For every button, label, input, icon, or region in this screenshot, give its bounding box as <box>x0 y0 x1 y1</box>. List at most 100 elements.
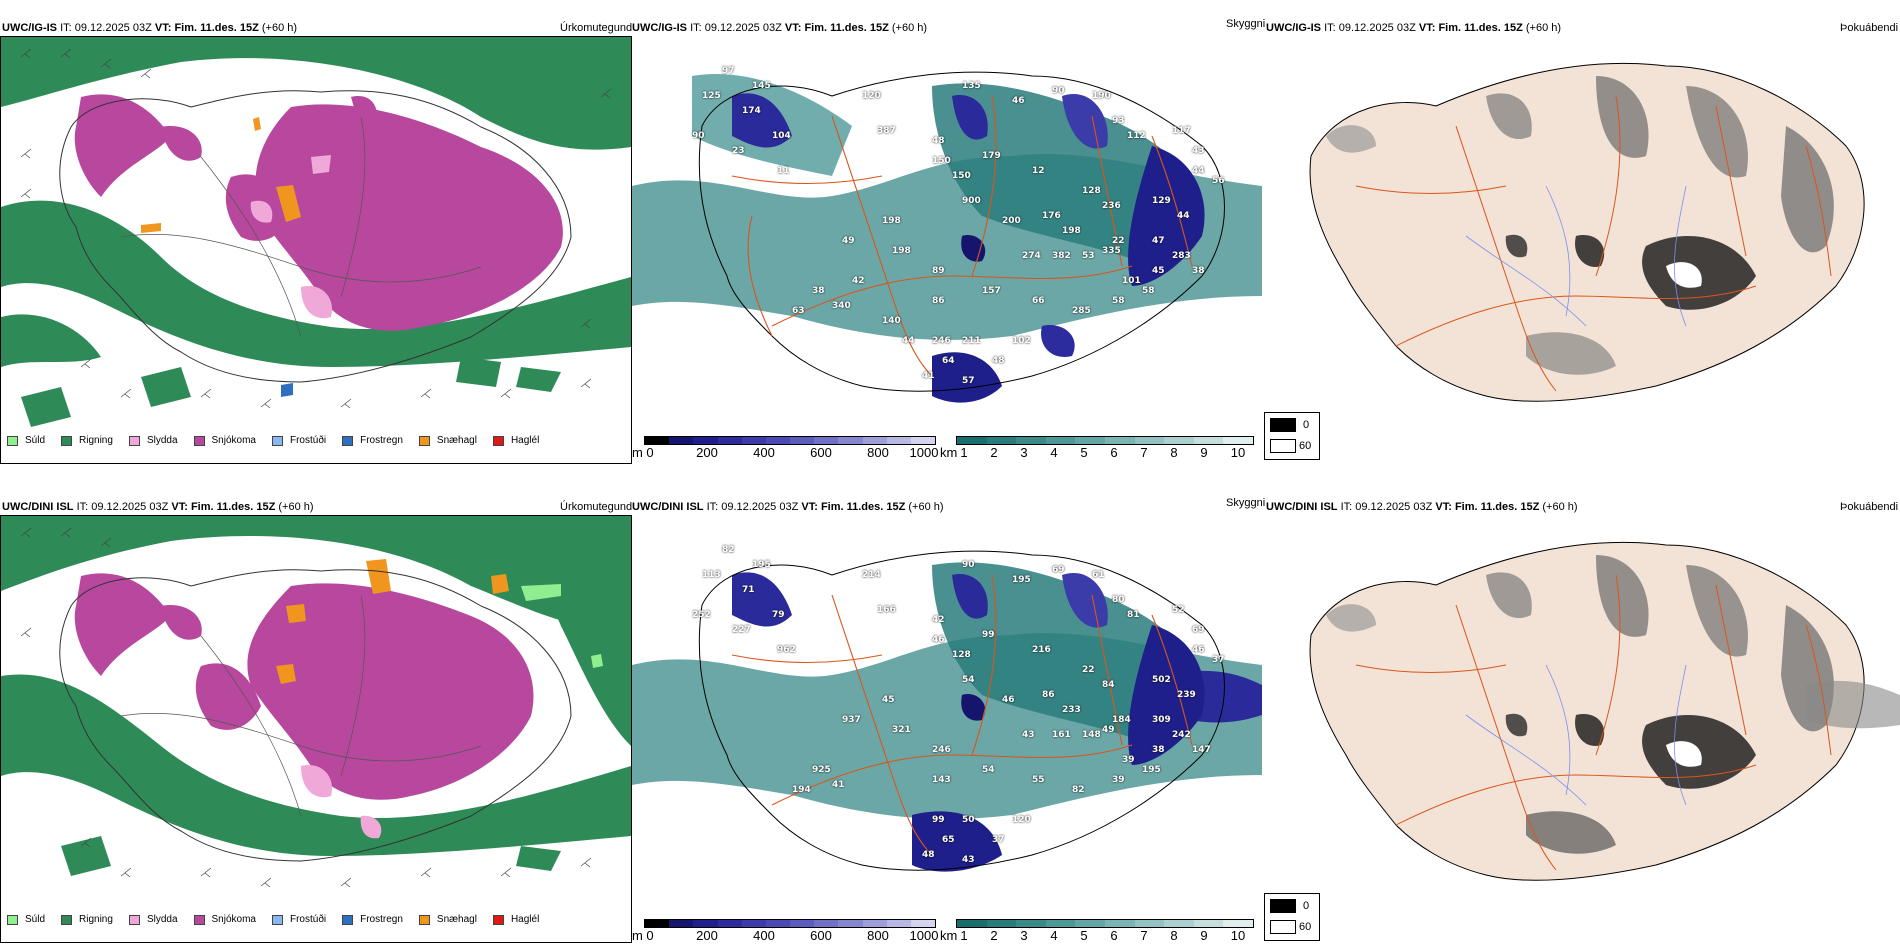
model-name: UWC/DINI ISL <box>632 501 704 513</box>
visibility-value: 82 <box>722 545 735 555</box>
vt-value: Fim. 11.des. 15Z <box>174 22 259 34</box>
visibility-value: 48 <box>932 136 945 146</box>
tick-label: 8 <box>1170 445 1178 460</box>
model-name: UWC/IG-IS <box>1266 22 1321 34</box>
visibility-value: 46 <box>932 635 945 645</box>
fog-map-svg <box>1309 62 1865 402</box>
visibility-value: 84 <box>1102 680 1115 690</box>
tick-label: 6 <box>1110 445 1118 460</box>
legend-item: Snjókoma <box>193 435 256 446</box>
visibility-value: 382 <box>1052 251 1071 261</box>
vt-value: Fim. 11.des. 15Z <box>820 501 906 513</box>
legend-label: Slydda <box>146 435 178 446</box>
panel-title: Úrkomutegund <box>560 22 633 34</box>
legend-item: Rigning <box>61 435 113 446</box>
visibility-value: 12 <box>1032 166 1045 176</box>
visibility-value: 90 <box>692 131 705 141</box>
visibility-value: 63 <box>792 306 805 316</box>
visibility-value: 214 <box>862 570 881 580</box>
visibility-value: 58 <box>1112 296 1125 306</box>
visibility-value: 37 <box>992 835 1005 845</box>
it-label: IT: <box>1340 501 1353 513</box>
visibility-value: 56 <box>1212 176 1225 186</box>
legend-label: Rigning <box>79 914 113 925</box>
visibility-value: 69 <box>1052 565 1065 575</box>
tick-label: 200 <box>696 445 718 460</box>
visibility-value: 43 <box>962 855 975 865</box>
fog-label: 0 <box>1303 419 1310 431</box>
visibility-value: 69 <box>1192 625 1205 635</box>
visibility-value: 58 <box>1142 286 1155 296</box>
visibility-value: 147 <box>1192 745 1211 755</box>
visibility-value: 42 <box>852 276 865 286</box>
visibility-value: 200 <box>1002 216 1021 226</box>
visibility-value: 86 <box>1042 690 1055 700</box>
model-name: UWC/IG-IS <box>632 22 687 34</box>
visibility-value: 90 <box>962 560 975 570</box>
vis-m-colorbar <box>644 436 936 445</box>
lead-time: (+60 h) <box>261 22 298 34</box>
precip-map-svg <box>1 37 631 463</box>
visibility-value: 246 <box>932 745 951 755</box>
tick-label: 9 <box>1200 928 1208 943</box>
vis-m-unit: m <box>632 445 643 460</box>
visibility-value: 117 <box>1172 126 1191 136</box>
tick-label: 600 <box>810 445 832 460</box>
it-label: IT: <box>690 22 702 34</box>
visibility-map-svg <box>632 550 1262 872</box>
legend-swatch <box>492 435 504 446</box>
panel-header: UWC/DINI ISL IT: 09.12.2025 03Z VT: Fim.… <box>1266 501 1578 513</box>
visibility-value: 283 <box>1172 251 1191 261</box>
legend-label: Súld <box>25 435 46 446</box>
visibility-value: 82 <box>1072 785 1085 795</box>
panel-title: Skyggni <box>1226 497 1266 509</box>
it-label: IT: <box>1324 22 1336 34</box>
visibility-value: 150 <box>932 156 951 166</box>
precip-legend: Súld Rigning Slydda Snjókoma Frostúði Fr… <box>7 914 555 925</box>
visibility-value: 145 <box>752 81 771 91</box>
visibility-value: 236 <box>1102 201 1121 211</box>
vis-km-unit: km <box>940 928 958 943</box>
visibility-value: 37 <box>1212 655 1225 665</box>
legend-swatch <box>128 914 140 925</box>
visibility-value: 340 <box>832 301 851 311</box>
fog-label: 60 <box>1299 440 1312 452</box>
legend-label: Haglél <box>510 435 540 446</box>
visibility-value: 38 <box>812 286 825 296</box>
row-1: UWC/IG-IS IT: 09.12.2025 03Z VT: Fim. 11… <box>0 18 1898 464</box>
visibility-value: 140 <box>882 316 901 326</box>
visibility-value: 38 <box>1152 745 1165 755</box>
legend-swatch <box>271 435 283 446</box>
visibility-value: 44 <box>1177 211 1190 221</box>
legend-item: Rigning <box>61 914 113 925</box>
it-value: 09.12.2025 03Z <box>721 501 799 513</box>
legend-item: Slydda <box>128 435 178 446</box>
tick-label: 6 <box>1110 928 1118 943</box>
it-value: 09.12.2025 03Z <box>1355 501 1433 513</box>
tick-label: 3 <box>1020 928 1028 943</box>
visibility-value: 50 <box>962 815 975 825</box>
visibility-value: 309 <box>1152 715 1171 725</box>
visibility-value: 11 <box>777 166 790 176</box>
vt-label: VT: <box>1418 22 1436 34</box>
legend-swatch <box>7 914 18 925</box>
it-value: 09.12.2025 03Z <box>74 22 152 34</box>
visibility-value: 233 <box>1062 705 1081 715</box>
fog-swatch-black <box>1270 899 1296 913</box>
tick-label: 4 <box>1050 445 1058 460</box>
legend-item: Súld <box>7 435 45 446</box>
visibility-value: 120 <box>1012 815 1031 825</box>
legend-label: Slydda <box>146 914 178 925</box>
legend-label: Rigning <box>79 435 113 446</box>
visibility-map-svg <box>632 71 1262 403</box>
visibility-value: 112 <box>1127 131 1146 141</box>
visibility-value: 937 <box>842 715 861 725</box>
visibility-value: 57 <box>962 376 975 386</box>
vis-km-colorbar <box>956 436 1254 445</box>
tick-label: 1 <box>960 928 968 943</box>
visibility-value: 113 <box>702 570 721 580</box>
visibility-value: 195 <box>1012 575 1031 585</box>
visibility-value: 321 <box>892 725 911 735</box>
panel-header: UWC/DINI ISL IT: 09.12.2025 03Z VT: Fim.… <box>2 501 314 513</box>
visibility-value: 39 <box>1122 755 1135 765</box>
